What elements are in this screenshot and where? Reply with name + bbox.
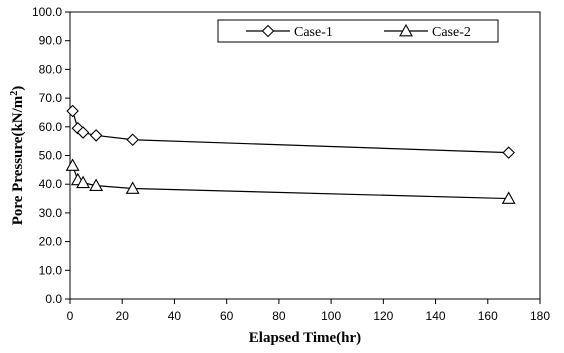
series-case-1 [66, 104, 515, 159]
x-axis-title: Elapsed Time(hr) [249, 330, 361, 346]
legend-marker [399, 23, 413, 37]
legend-box [217, 19, 499, 43]
y-tick-label: 80.0 [39, 62, 63, 76]
data-point [76, 175, 90, 189]
y-tick-label: 0.0 [45, 292, 62, 306]
y-tick-label: 50.0 [39, 149, 63, 163]
x-tick-label: 20 [116, 309, 130, 323]
y-tick-label: 70.0 [39, 91, 63, 105]
legend: Case-1 Case-2 [217, 19, 499, 43]
y-axis-title-close: ) [10, 86, 26, 91]
x-tick-label: 100 [321, 309, 341, 323]
legend-item: Case-2 [384, 23, 471, 40]
y-axis: 0.0 10.0 20.0 30.0 40.0 50.0 60.0 70.0 80.0 90.0 1… [32, 5, 70, 306]
y-tick-label: 100.0 [32, 5, 62, 19]
x-tick-label: 80 [272, 309, 286, 323]
y-tick-label: 60.0 [39, 120, 63, 134]
data-point [501, 191, 516, 204]
x-tick-label: 120 [373, 309, 393, 323]
data-point [89, 178, 104, 191]
data-point [66, 104, 79, 118]
data-point [125, 181, 140, 194]
y-axis-title: Pore Pressure(kN/m2) [9, 86, 27, 226]
x-tick-label: 160 [478, 309, 498, 323]
data-point [65, 158, 80, 171]
series-layer [65, 104, 516, 204]
y-tick-label: 90.0 [39, 34, 63, 48]
x-tick-label: 0 [67, 309, 74, 323]
data-point [502, 146, 515, 159]
legend-label: Case-1 [294, 25, 333, 40]
x-axis: 0 20 40 60 80 100 120 140 160 180 [67, 299, 550, 323]
x-tick-label: 140 [426, 309, 446, 323]
data-point [76, 126, 90, 139]
legend-item: Case-1 [246, 24, 333, 40]
y-tick-label: 20.0 [39, 235, 63, 249]
data-point [89, 129, 103, 142]
x-tick-label: 180 [530, 309, 550, 323]
y-axis-title-main: Pore Pressure(kN/m [10, 95, 26, 225]
y-tick-label: 30.0 [39, 206, 63, 220]
x-tick-label: 40 [168, 309, 182, 323]
y-tick-label: 40.0 [39, 177, 63, 191]
y-tick-label: 10.0 [39, 263, 63, 277]
series-case-2 [65, 158, 516, 204]
data-point [126, 133, 139, 146]
x-tick-label: 60 [220, 309, 234, 323]
legend-label: Case-2 [432, 25, 471, 40]
legend-marker [261, 24, 275, 38]
y-axis-title-superscript: 2 [9, 91, 20, 96]
